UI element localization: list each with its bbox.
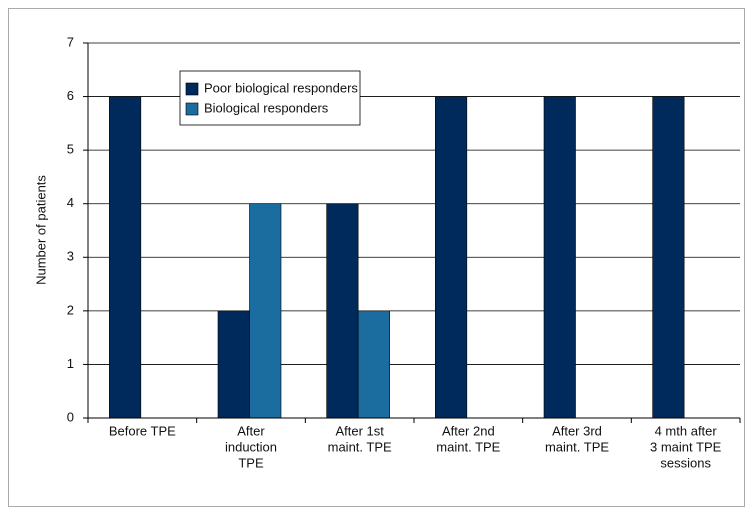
x-tick-label: Before TPE	[109, 423, 176, 438]
legend-swatch	[185, 102, 199, 116]
x-tick-label: TPE	[238, 455, 264, 470]
bar	[652, 96, 685, 419]
legend-label: Biological responders	[204, 100, 329, 115]
y-tick-label: 3	[67, 249, 74, 264]
y-tick-label: 7	[67, 34, 74, 49]
bar	[217, 310, 250, 419]
y-axis-title: Number of patients	[33, 175, 48, 285]
legend-swatch	[185, 82, 199, 96]
bar	[109, 96, 142, 419]
x-tick-label: maint. TPE	[545, 439, 609, 454]
frame	[8, 8, 745, 507]
y-tick-label: 4	[67, 195, 74, 210]
bar	[543, 96, 576, 419]
bar	[249, 203, 282, 419]
bar	[435, 96, 468, 419]
x-tick-label: After	[237, 423, 265, 438]
bar	[357, 310, 390, 419]
y-tick-label: 6	[67, 88, 74, 103]
x-tick-label: maint. TPE	[436, 439, 500, 454]
x-tick-label: induction	[225, 439, 277, 454]
legend-label: Poor biological responders	[204, 80, 358, 95]
legend: Poor biological responders Biological res…	[179, 70, 361, 126]
bar	[326, 203, 359, 419]
x-tick-label: maint. TPE	[328, 439, 392, 454]
x-tick-label: sessions	[660, 455, 711, 470]
y-tick-label: 0	[67, 409, 74, 424]
x-tick-label: 4 mth after	[655, 423, 718, 438]
x-tick-label: After 2nd	[442, 423, 495, 438]
y-tick-label: 1	[67, 356, 74, 371]
legend-box	[179, 70, 361, 126]
y-tick-label: 5	[67, 142, 74, 157]
x-tick-label: 3 maint TPE	[650, 439, 722, 454]
y-tick-label: 2	[67, 302, 74, 317]
x-tick-label: After 1st	[335, 423, 384, 438]
x-tick-label: After 3rd	[552, 423, 602, 438]
